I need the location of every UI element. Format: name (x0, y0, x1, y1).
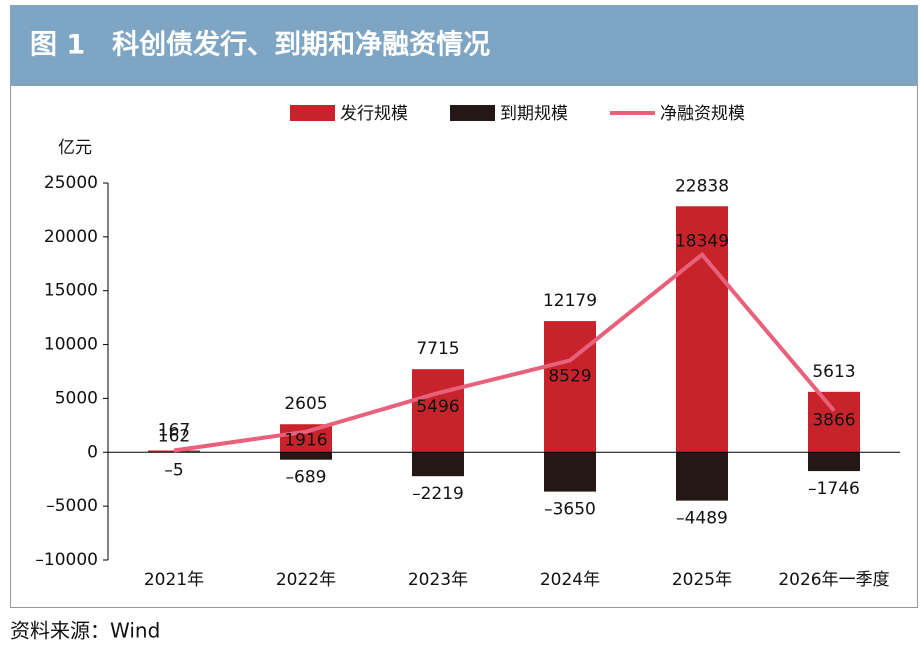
bar (280, 452, 332, 459)
value-label: 162 (158, 427, 190, 447)
value-label: 1916 (284, 431, 327, 451)
y-tick-label: 15000 (44, 281, 98, 301)
x-tick-label: 2022年 (276, 570, 336, 590)
y-tick-label: –5000 (46, 496, 98, 516)
value-label: 7715 (416, 339, 459, 359)
value-label: 8529 (548, 366, 591, 386)
legend-swatch (450, 105, 495, 121)
y-tick-label: –10000 (35, 550, 98, 570)
y-tick-label: 10000 (44, 335, 98, 355)
value-label: –5 (164, 460, 183, 480)
bar (544, 321, 596, 452)
x-tick-label: 2021年 (144, 570, 204, 590)
value-label: 5496 (416, 397, 459, 417)
x-tick-label: 2023年 (408, 570, 468, 590)
value-label: 18349 (675, 232, 729, 252)
bar (412, 452, 464, 476)
value-label: 22838 (675, 176, 729, 196)
value-label: –2219 (412, 484, 464, 504)
net-line (174, 255, 834, 451)
value-label: 5613 (812, 362, 855, 382)
bar (808, 452, 860, 471)
value-label: –4489 (676, 509, 728, 529)
legend-label: 到期规模 (500, 104, 568, 124)
bar (544, 452, 596, 491)
value-label: 2605 (284, 394, 327, 414)
page-title: 图 1 科创债发行、到期和净融资情况 (30, 29, 490, 61)
legend-label: 净融资规模 (660, 104, 745, 124)
value-label: 12179 (543, 291, 597, 311)
legend-label: 发行规模 (340, 104, 408, 124)
value-label: –3650 (544, 500, 596, 520)
x-tick-label: 2026年一季度 (778, 570, 889, 590)
value-label: –689 (286, 468, 327, 488)
x-tick-label: 2024年 (540, 570, 600, 590)
value-label: –1746 (808, 479, 860, 499)
y-unit: 亿元 (58, 138, 92, 158)
value-label: 3866 (812, 411, 855, 431)
y-tick-label: 0 (87, 442, 98, 462)
y-tick-label: 5000 (55, 388, 98, 408)
y-tick-label: 20000 (44, 227, 98, 247)
source-note: 资料来源：Wind (10, 619, 160, 643)
legend-swatch (290, 105, 335, 121)
x-tick-label: 2025年 (672, 570, 732, 590)
bar (676, 452, 728, 500)
y-tick-label: 25000 (44, 173, 98, 193)
